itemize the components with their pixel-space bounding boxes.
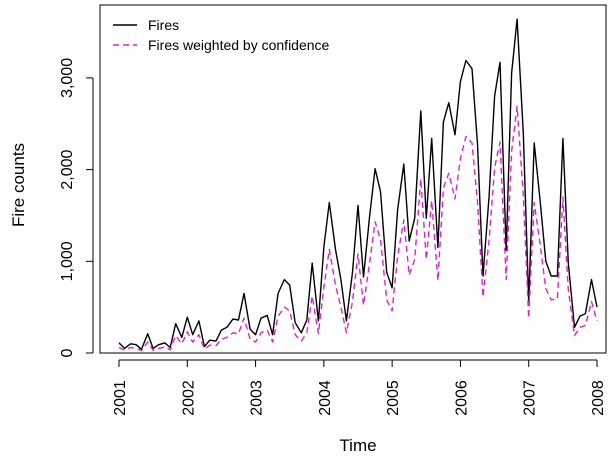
x-tick-label: 2007 (522, 380, 539, 416)
x-tick-label: 2001 (112, 380, 129, 416)
x-tick-label: 2005 (385, 380, 402, 416)
legend-label-weighted: Fires weighted by confidence (148, 37, 330, 53)
series-line-fires (118, 18, 598, 350)
x-tick-label: 2002 (180, 380, 197, 416)
x-axis: 2001 2002 2003 2004 2005 2006 2007 2008 (112, 359, 607, 416)
y-tick-label: 1,000 (59, 241, 76, 281)
series-line-fires-weighted (118, 105, 598, 352)
x-axis-title: Time (339, 436, 376, 455)
x-tick-label: 2003 (249, 380, 266, 416)
legend: Fires Fires weighted by confidence (113, 17, 330, 53)
y-tick-label: 2,000 (59, 149, 76, 189)
x-tick-label: 2008 (590, 380, 607, 416)
legend-label-fires: Fires (148, 17, 179, 33)
x-tick-label: 2004 (317, 380, 334, 416)
y-tick-label: 0 (59, 348, 76, 357)
plot-frame (99, 4, 607, 354)
y-tick-label: 3,000 (59, 58, 76, 98)
series-layer (118, 18, 598, 352)
x-tick-label: 2006 (453, 380, 470, 416)
y-axis: 0 1,000 2,000 3,000 (59, 58, 94, 357)
y-axis-title: Fire counts (9, 143, 28, 227)
